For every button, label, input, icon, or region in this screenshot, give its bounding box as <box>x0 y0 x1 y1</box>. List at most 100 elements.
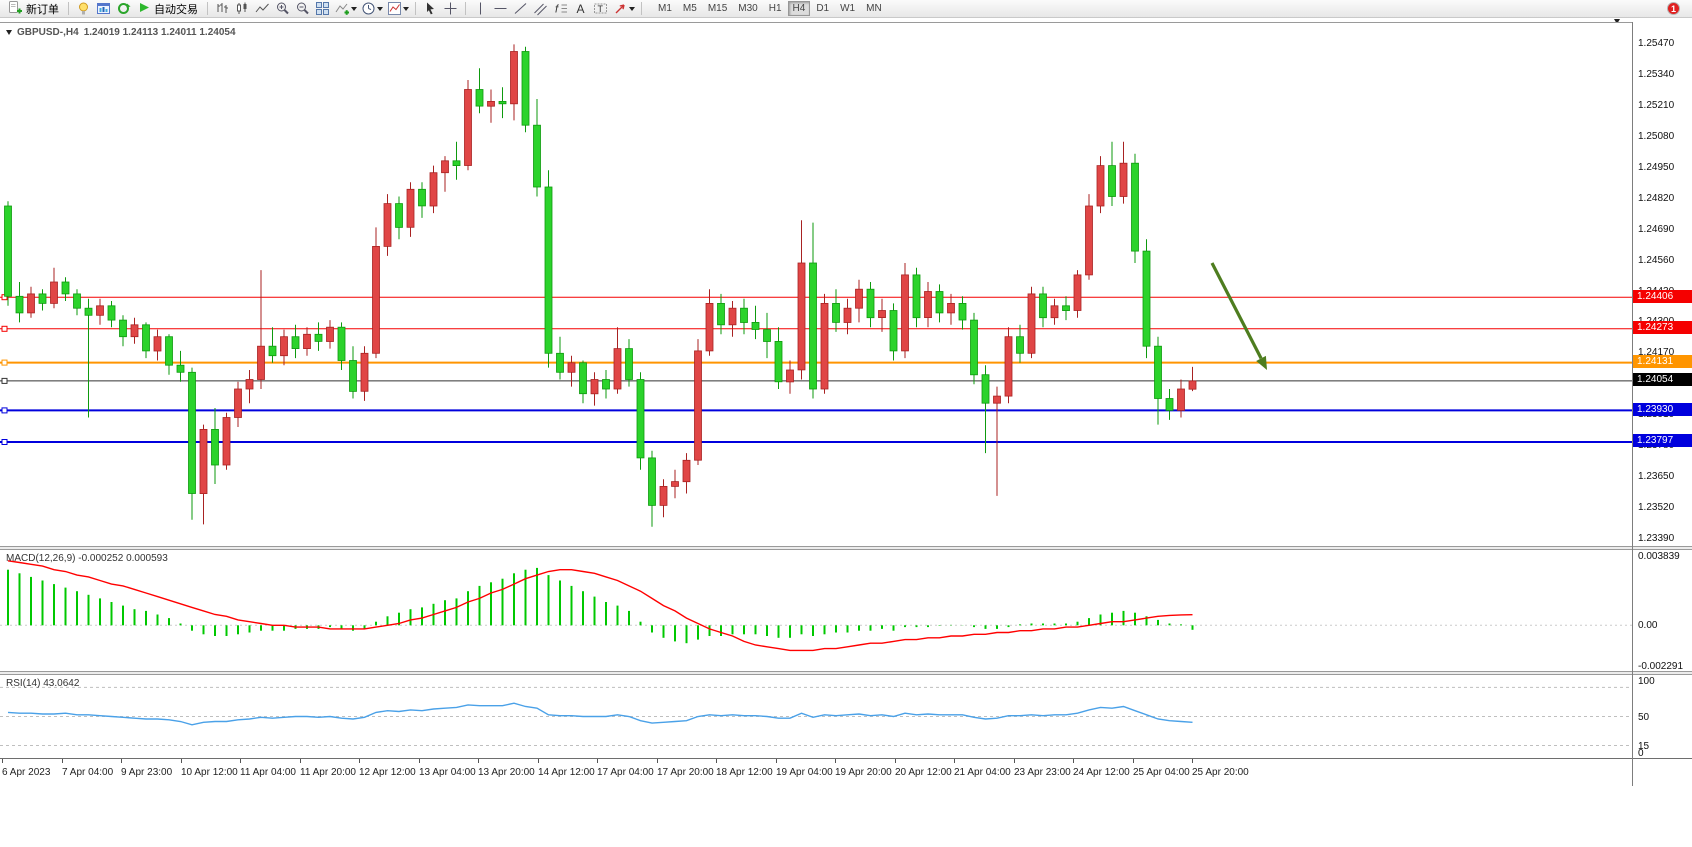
time-label: 20 Apr 12:00 <box>895 767 952 778</box>
price-axis-label: 1.25210 <box>1638 100 1675 111</box>
symbol-ohlc-label: GBPUSD-,H4 1.24019 1.24113 1.24011 1.240… <box>6 27 236 38</box>
time-label: 13 Apr 04:00 <box>419 767 476 778</box>
trend-arrow-annotation[interactable] <box>1210 262 1267 370</box>
price-scale[interactable]: 1.25470 1.25340 1.25210 1.25080 1.24950 1.248… <box>1632 22 1692 786</box>
timeframe-button-m15[interactable]: M15 <box>703 1 732 16</box>
cursor-icon[interactable] <box>421 1 440 17</box>
rsi-chart[interactable] <box>0 675 1632 758</box>
lightbulb-icon[interactable] <box>74 1 93 17</box>
chart-corner-arrow-icon[interactable] <box>1614 19 1620 24</box>
notification-badge[interactable]: 1 <box>1667 2 1680 15</box>
candlestick-chart[interactable] <box>0 23 1632 546</box>
rsi-axis-label: 50 <box>1638 712 1650 723</box>
auto-trading-label: 自动交易 <box>154 3 198 16</box>
text-icon[interactable]: A <box>571 1 590 17</box>
zoom-out-icon[interactable] <box>293 1 312 17</box>
time-label: 14 Apr 12:00 <box>538 767 595 778</box>
rsi-label: RSI(14) 43.0642 <box>6 678 80 689</box>
periods-button[interactable] <box>359 1 384 17</box>
svg-text:A: A <box>577 2 585 16</box>
time-tick <box>419 759 420 763</box>
templates-button[interactable] <box>385 1 410 17</box>
bar-chart-icon[interactable] <box>213 1 232 17</box>
rsi-axis-label: 15 <box>1638 741 1650 752</box>
timeframe-button-mn[interactable]: MN <box>861 1 887 16</box>
time-tick <box>1014 759 1015 763</box>
time-tick <box>895 759 896 763</box>
rsi-axis-label: 100 <box>1638 676 1655 687</box>
toolbar-separator <box>68 2 69 15</box>
timeframe-button-w1[interactable]: W1 <box>835 1 860 16</box>
timeframe-button-h1[interactable]: H1 <box>764 1 787 16</box>
macd-chart[interactable] <box>0 550 1632 671</box>
price-tag: 1.24406 <box>1633 290 1692 303</box>
tile-windows-icon[interactable] <box>313 1 332 17</box>
toolbar-separator <box>641 2 642 15</box>
indicators-button[interactable] <box>333 1 358 17</box>
price-axis-label: 1.23390 <box>1638 533 1675 544</box>
macd-panel[interactable]: MACD(12,26,9) -0.000252 0.000593 <box>0 550 1632 671</box>
macd-axis-label: 0.00 <box>1638 620 1658 631</box>
time-label: 12 Apr 12:00 <box>359 767 416 778</box>
refresh-icon[interactable] <box>114 1 133 17</box>
candlestick-chart-icon[interactable] <box>233 1 252 17</box>
time-tick <box>776 759 777 763</box>
macd-label: MACD(12,26,9) -0.000252 0.000593 <box>6 553 168 564</box>
time-tick <box>1192 759 1193 763</box>
time-tick <box>716 759 717 763</box>
price-axis-label: 1.24560 <box>1638 255 1675 266</box>
time-tick <box>121 759 122 763</box>
price-axis-label: 1.25080 <box>1638 131 1675 142</box>
time-label: 7 Apr 04:00 <box>62 767 114 778</box>
time-label: 21 Apr 04:00 <box>954 767 1011 778</box>
macd-axis-label: -0.002291 <box>1638 661 1684 672</box>
time-tick <box>954 759 955 763</box>
main-chart-panel[interactable]: GBPUSD-,H4 1.24019 1.24113 1.24011 1.240… <box>0 22 1632 546</box>
time-tick <box>2 759 3 763</box>
time-tick <box>1073 759 1074 763</box>
time-label: 19 Apr 04:00 <box>776 767 833 778</box>
time-tick <box>538 759 539 763</box>
timeframe-button-m1[interactable]: M1 <box>653 1 677 16</box>
time-tick <box>240 759 241 763</box>
crosshair-icon[interactable] <box>441 1 460 17</box>
trendline-icon[interactable] <box>511 1 530 17</box>
time-label: 24 Apr 12:00 <box>1073 767 1130 778</box>
time-label: 17 Apr 20:00 <box>657 767 714 778</box>
panel-splitter[interactable] <box>0 671 1692 675</box>
timeframe-button-d1[interactable]: D1 <box>811 1 834 16</box>
time-axis[interactable]: 6 Apr 2023 7 Apr 04:00 9 Apr 23:00 10 Apr 1… <box>0 758 1692 786</box>
new-order-button[interactable]: 新订单 <box>4 0 63 18</box>
time-label: 6 Apr 2023 <box>2 767 51 778</box>
auto-trading-button[interactable]: 自动交易 <box>134 1 202 17</box>
timeframe-button-m5[interactable]: M5 <box>678 1 702 16</box>
time-label: 25 Apr 20:00 <box>1192 767 1249 778</box>
time-label: 25 Apr 04:00 <box>1133 767 1190 778</box>
open-charts-icon[interactable] <box>94 1 113 17</box>
label-icon[interactable]: T <box>591 1 610 17</box>
timeframe-button-h4[interactable]: H4 <box>787 1 811 16</box>
horizontal-line-icon[interactable] <box>491 1 510 17</box>
arrows-icon[interactable] <box>611 1 636 17</box>
panel-splitter[interactable] <box>0 546 1692 550</box>
fibonacci-icon[interactable]: f <box>551 1 570 17</box>
zoom-in-icon[interactable] <box>273 1 292 17</box>
channel-icon[interactable] <box>531 1 550 17</box>
time-tick <box>300 759 301 763</box>
new-order-icon <box>8 0 23 18</box>
chevron-down-icon <box>402 6 409 11</box>
ohlc-values: 1.24019 1.24113 1.24011 1.24054 <box>83 27 236 38</box>
vertical-line-icon[interactable] <box>471 1 490 17</box>
line-chart-icon[interactable] <box>253 1 272 17</box>
price-axis-label: 1.24690 <box>1638 224 1675 235</box>
time-label: 23 Apr 23:00 <box>1014 767 1071 778</box>
collapse-arrow-icon[interactable] <box>6 30 12 35</box>
rsi-panel[interactable]: RSI(14) 43.0642 <box>0 675 1632 758</box>
svg-text:f: f <box>555 4 559 16</box>
time-tick <box>657 759 658 763</box>
timeframe-button-m30[interactable]: M30 <box>733 1 762 16</box>
price-axis-label: 1.23650 <box>1638 471 1675 482</box>
price-tag: 1.24054 <box>1633 373 1692 386</box>
rsi-axis-label: 0 <box>1638 748 1644 759</box>
